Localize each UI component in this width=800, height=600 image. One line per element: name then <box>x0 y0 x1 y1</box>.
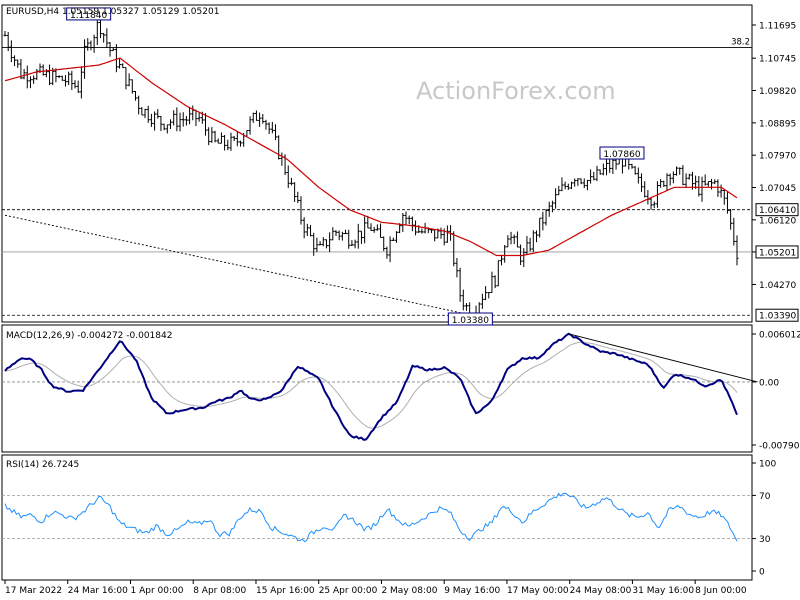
price-annotation-box-1 <box>599 146 645 160</box>
macd-tick-label: 0.00 <box>759 378 779 388</box>
macd-tick-label: 0.006012 <box>759 331 800 341</box>
time-tick-label: 8 Jun 00:00 <box>695 586 747 596</box>
time-tick-label: 17 Mar 2022 <box>5 586 62 596</box>
time-tick-label: 31 May 16:00 <box>632 586 694 596</box>
level-box-label-1: 1.03390 <box>759 312 796 322</box>
level-box-1 <box>755 308 799 322</box>
price-tick-label: 1.07970 <box>759 152 796 162</box>
price-tick-label: 1.05201 <box>759 248 796 258</box>
time-tick-label: 2 May 08:00 <box>381 586 437 596</box>
price-tick-label: 1.04270 <box>759 281 796 291</box>
price-tick-label: 1.11695 <box>759 22 796 32</box>
rsi-panel-frame <box>1 454 753 581</box>
macd-signal-line <box>4 341 738 429</box>
rsi-tick-label: 0 <box>759 568 765 578</box>
macd-panel-frame <box>1 324 753 453</box>
macd-trendline <box>569 333 758 383</box>
rsi-tick-label: 70 <box>759 492 771 502</box>
price-tick-label: 1.08895 <box>759 119 796 129</box>
price-annotation-box-2 <box>447 312 493 326</box>
price-layer: 38.2 1.11840 1.07860 1.03380 <box>2 7 752 326</box>
macd-layer <box>2 332 758 441</box>
moving-average-line <box>4 57 738 257</box>
level-box-label-0: 1.06410 <box>759 206 796 216</box>
time-tick-label: 17 May 00:00 <box>507 586 569 596</box>
time-tick-label: 25 Apr 00:00 <box>319 586 378 596</box>
price-trendline <box>4 214 471 316</box>
price-annotation-0: 1.11840 <box>70 11 107 21</box>
watermark: ActionForex.com <box>416 77 616 105</box>
time-tick-label: 1 Apr 00:00 <box>130 586 183 596</box>
price-annotation-box-0 <box>66 7 112 21</box>
fib-38-2-label: 38.2 <box>731 38 750 48</box>
price-tick-label: 1.06120 <box>759 216 796 226</box>
price-tick-label: 1.10745 <box>759 55 796 65</box>
macd-tick-label: -0.007907 <box>759 442 800 452</box>
rsi-line <box>4 492 738 543</box>
time-tick-label: 9 May 16:00 <box>444 586 500 596</box>
price-annotation-2: 1.03380 <box>452 316 489 326</box>
level-box-0 <box>755 203 799 217</box>
time-tick-label: 15 Apr 16:00 <box>256 586 315 596</box>
rsi-label: RSI(14) 26.7245 <box>6 460 79 470</box>
symbol-header: EURUSD,H4 1.05159 1.05327 1.05129 1.0520… <box>6 7 219 17</box>
rsi-tick-label: 30 <box>759 535 771 545</box>
axes-layer: 1.11695 1.10745 1.09820 1.08895 1.07970 1.070… <box>4 22 800 596</box>
price-annotation-1: 1.07860 <box>603 150 640 160</box>
macd-main-line <box>4 332 738 441</box>
rsi-tick-label: 100 <box>759 460 776 470</box>
time-tick-label: 8 Apr 08:00 <box>193 586 246 596</box>
price-panel-frame <box>1 4 753 323</box>
time-tick-label: 24 Mar 16:00 <box>68 586 128 596</box>
macd-label: MACD(12,26,9) -0.004272 -0.001842 <box>6 331 172 341</box>
price-tick-label: 1.07045 <box>759 184 796 194</box>
rsi-layer <box>2 492 752 543</box>
time-tick-label: 24 May 08:00 <box>570 586 632 596</box>
price-tick-label: 1.09820 <box>759 87 796 97</box>
current-price-box <box>755 245 799 259</box>
